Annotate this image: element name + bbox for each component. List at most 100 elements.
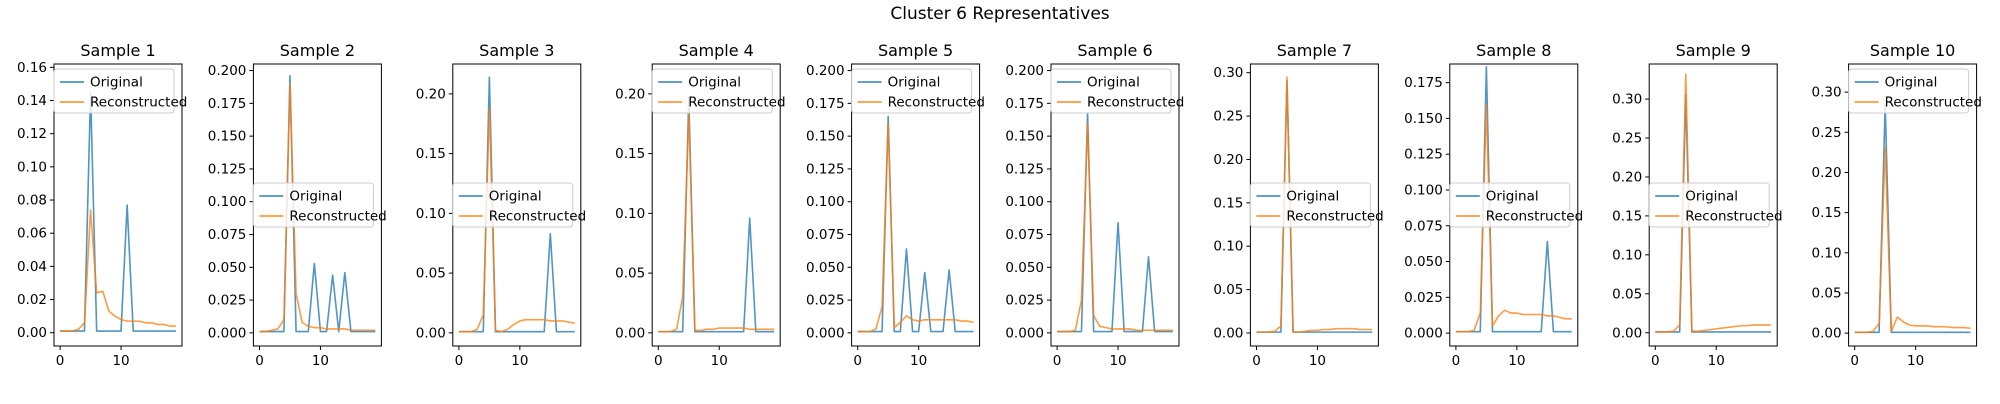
- y-tick-label: 0.125: [1005, 161, 1044, 177]
- subplot-8: Sample 8 0 10 0.000 0.025 0.050 0.075 0.100 0.12…: [1404, 41, 1583, 369]
- series-line-reconstructed: [458, 107, 575, 333]
- axes-frame: [651, 63, 781, 347]
- y-tick-label: 0.15: [615, 146, 645, 162]
- legend-label: Reconstructed: [888, 95, 985, 111]
- y-tick-label: 0.15: [1213, 195, 1243, 211]
- axes-frame: [1050, 63, 1180, 347]
- x-tick-label: 10: [1309, 353, 1326, 369]
- subplot-7: Sample 7 0 10 0.00 0.05 0.10 0.15 0.20 0.25 0.30 O…: [1213, 41, 1383, 369]
- y-tick-label: 0.050: [1404, 254, 1443, 270]
- y-tick-label: 0.10: [1612, 247, 1642, 263]
- x-tick-label: 10: [511, 353, 528, 369]
- legend: Original Reconstructed: [851, 68, 985, 114]
- y-tick-label: 0.20: [416, 86, 446, 102]
- x-tick-label: 0: [853, 353, 862, 369]
- y-tick-label: 0.125: [806, 161, 845, 177]
- legend-label: Original: [489, 189, 542, 205]
- y-tick-label: 0.02: [17, 292, 47, 308]
- series-line-reconstructed: [658, 112, 775, 333]
- y-tick-label: 0.125: [208, 161, 247, 177]
- y-tick-label: 0.00: [416, 325, 446, 341]
- subplot-title: Sample 6: [1077, 41, 1152, 60]
- y-tick-label: 0.000: [1005, 325, 1044, 341]
- legend-label: Reconstructed: [1885, 95, 1982, 111]
- y-tick-label: 0.075: [1404, 218, 1443, 234]
- subplot-4: Sample 4 0 10 0.00 0.05 0.10 0.15 0.20 Original R…: [615, 41, 785, 369]
- subplot-9: Sample 9 0 10 0.00 0.05 0.10 0.15 0.20 0.25 0.30 O…: [1612, 41, 1782, 369]
- y-tick-label: 0.075: [1005, 227, 1044, 243]
- y-tick-label: 0.08: [17, 193, 47, 209]
- subplot-title: Sample 10: [1870, 41, 1955, 60]
- axes-frame: [53, 63, 183, 347]
- x-tick-label: 0: [56, 353, 65, 369]
- y-tick-label: 0.000: [806, 325, 845, 341]
- axes-frame: [1848, 63, 1978, 347]
- legend: Original Reconstructed: [53, 68, 187, 114]
- legend-label: Original: [1486, 189, 1539, 205]
- series-line-original: [658, 96, 775, 333]
- y-tick-label: 0.050: [806, 260, 845, 276]
- y-tick-label: 0.125: [1404, 147, 1443, 163]
- x-tick-label: 10: [1708, 353, 1725, 369]
- legend: Original Reconstructed: [1648, 182, 1783, 228]
- legend: Original Reconstructed: [1050, 68, 1184, 114]
- series-line-original: [1256, 79, 1373, 333]
- series-line-reconstructed: [259, 82, 376, 333]
- x-tick-label: 0: [654, 353, 663, 369]
- y-tick-label: 0.25: [1213, 109, 1243, 125]
- subplot-1: Sample 1 0 10 0.00 0.02 0.04 0.06 0.08 0.10 0.12 0…: [17, 41, 187, 369]
- subplot-6: Sample 6 0 10 0.000 0.025 0.050 0.075 0.100 0.12…: [1005, 41, 1184, 369]
- series-line-reconstructed: [1655, 73, 1772, 333]
- legend: Original Reconstructed: [1249, 182, 1384, 228]
- y-tick-label: 0.175: [1404, 75, 1443, 91]
- y-tick-label: 0.100: [1005, 194, 1044, 210]
- y-tick-label: 0.15: [416, 146, 446, 162]
- x-tick-label: 10: [1109, 353, 1126, 369]
- subplot-10: Sample 10 0 10 0.00 0.05 0.10 0.15 0.20 0.25 0.30…: [1812, 41, 1982, 369]
- legend-label: Reconstructed: [1486, 209, 1583, 225]
- y-tick-label: 0.025: [208, 293, 247, 309]
- legend-label: Reconstructed: [688, 95, 785, 111]
- y-tick-label: 0.20: [615, 86, 645, 102]
- series-line-reconstructed: [1455, 103, 1572, 333]
- y-tick-label: 0.175: [806, 96, 845, 112]
- y-tick-label: 0.30: [1213, 65, 1243, 81]
- y-tick-label: 0.12: [17, 126, 47, 142]
- subplot-title: Sample 8: [1476, 41, 1551, 60]
- legend: Original Reconstructed: [252, 182, 387, 228]
- y-tick-label: 0.100: [1404, 182, 1443, 198]
- legend-label: Original: [688, 75, 741, 91]
- x-tick-label: 0: [1850, 353, 1859, 369]
- figure-suptitle: Cluster 6 Representatives: [890, 4, 1110, 24]
- y-tick-label: 0.100: [208, 194, 247, 210]
- y-tick-label: 0.00: [1812, 326, 1842, 342]
- y-tick-label: 0.16: [17, 60, 47, 76]
- axes-frame: [851, 63, 981, 347]
- subplot-title: Sample 5: [878, 41, 953, 60]
- legend-label: Original: [1885, 75, 1938, 91]
- y-tick-label: 0.025: [1005, 293, 1044, 309]
- y-tick-label: 0.05: [416, 266, 446, 282]
- y-tick-label: 0.150: [208, 129, 247, 145]
- y-tick-label: 0.025: [806, 293, 845, 309]
- y-tick-label: 0.00: [17, 325, 47, 341]
- y-tick-label: 0.30: [1612, 92, 1642, 108]
- y-tick-label: 0.06: [17, 226, 47, 242]
- series-line-original: [60, 91, 176, 332]
- y-tick-label: 0.15: [1812, 205, 1842, 221]
- subplot-3: Sample 3 0 10 0.00 0.05 0.10 0.15 0.20 Original R…: [416, 41, 586, 369]
- x-tick-label: 0: [1452, 353, 1461, 369]
- x-tick-label: 10: [910, 353, 927, 369]
- subplot-title: Sample 9: [1676, 41, 1751, 60]
- y-tick-label: 0.10: [615, 206, 645, 222]
- legend-label: Reconstructed: [1685, 209, 1782, 225]
- y-tick-label: 0.05: [1213, 282, 1243, 298]
- y-tick-label: 0.15: [1612, 208, 1642, 224]
- x-tick-label: 0: [255, 353, 264, 369]
- legend-label: Original: [1286, 189, 1339, 205]
- legend-label: Reconstructed: [489, 209, 586, 225]
- subplot-5: Sample 5 0 10 0.000 0.025 0.050 0.075 0.100 0.12…: [806, 41, 985, 369]
- x-tick-label: 0: [1053, 353, 1062, 369]
